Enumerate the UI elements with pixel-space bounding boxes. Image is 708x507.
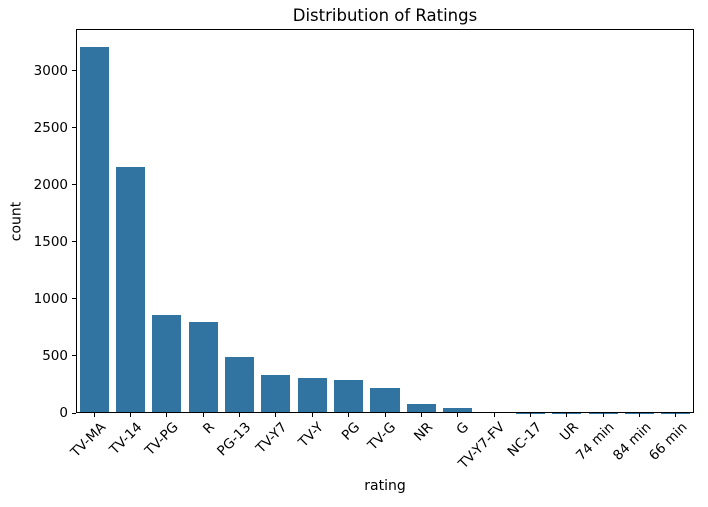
- x-tick-mark: [566, 413, 568, 417]
- x-axis-label: rating: [364, 478, 406, 494]
- x-tick-label: TV-Y7: [253, 419, 291, 457]
- x-tick-mark: [457, 413, 459, 417]
- plot-area: [76, 29, 694, 413]
- x-tick-mark: [311, 413, 313, 417]
- y-tick-mark: [72, 127, 76, 129]
- bar-g: [443, 408, 473, 413]
- y-tick-mark: [72, 241, 76, 243]
- y-tick-mark: [72, 412, 76, 414]
- x-tick-label: PG: [338, 419, 364, 444]
- y-tick-label: 1500: [33, 233, 68, 250]
- y-tick-mark: [72, 184, 76, 186]
- x-tick-mark: [239, 413, 241, 417]
- x-tick-label: 66 min: [645, 419, 691, 464]
- x-tick-mark: [602, 413, 604, 417]
- x-tick-mark: [166, 413, 168, 417]
- bar-nr: [406, 403, 436, 413]
- bar-pg-13: [225, 357, 255, 413]
- y-tick-label: 2000: [33, 176, 68, 193]
- bar-tv-y: [297, 378, 327, 413]
- x-tick-label: G: [453, 419, 473, 439]
- x-tick-mark: [529, 413, 531, 417]
- x-tick-label: NR: [410, 419, 436, 445]
- x-tick-label: 74 min: [573, 419, 618, 464]
- y-tick-label: 3000: [33, 62, 68, 79]
- x-tick-label: TV-14: [106, 419, 146, 459]
- chart-title: Distribution of Ratings: [292, 6, 478, 25]
- x-tick-mark: [638, 413, 640, 417]
- x-tick-label: R: [199, 419, 218, 438]
- x-tick-label: TV-Y: [295, 419, 327, 451]
- x-tick-label: TV-G: [365, 419, 400, 454]
- bar-tv-14: [115, 166, 146, 413]
- y-tick-label: 500: [42, 347, 68, 364]
- bar-tv-pg: [152, 314, 182, 413]
- y-tick-mark: [72, 70, 76, 72]
- x-tick-mark: [420, 413, 422, 417]
- x-tick-label: NC-17: [504, 419, 546, 461]
- x-tick-mark: [348, 413, 350, 417]
- x-tick-mark: [384, 413, 386, 417]
- x-tick-mark: [493, 413, 495, 417]
- y-tick-mark: [72, 298, 76, 300]
- x-tick-label: PG-13: [214, 419, 255, 460]
- x-tick-label: TV-MA: [67, 419, 109, 461]
- x-tick-mark: [202, 413, 204, 417]
- y-tick-mark: [72, 355, 76, 357]
- x-tick-label: UR: [556, 419, 582, 445]
- x-tick-mark: [93, 413, 95, 417]
- y-tick-label: 2500: [33, 119, 68, 136]
- bar-pg: [334, 380, 364, 413]
- x-tick-mark: [275, 413, 277, 417]
- bar-tv-ma: [79, 47, 109, 413]
- y-tick-label: 1000: [33, 290, 68, 307]
- x-tick-mark: [130, 413, 132, 417]
- bar-r: [188, 321, 218, 413]
- bar-tv-g: [370, 387, 400, 413]
- x-tick-label: 84 min: [609, 419, 655, 464]
- x-tick-label: TV-PG: [141, 419, 182, 460]
- bar-tv-y7: [261, 374, 291, 413]
- y-tick-label: 0: [59, 405, 68, 421]
- x-tick-mark: [675, 413, 677, 417]
